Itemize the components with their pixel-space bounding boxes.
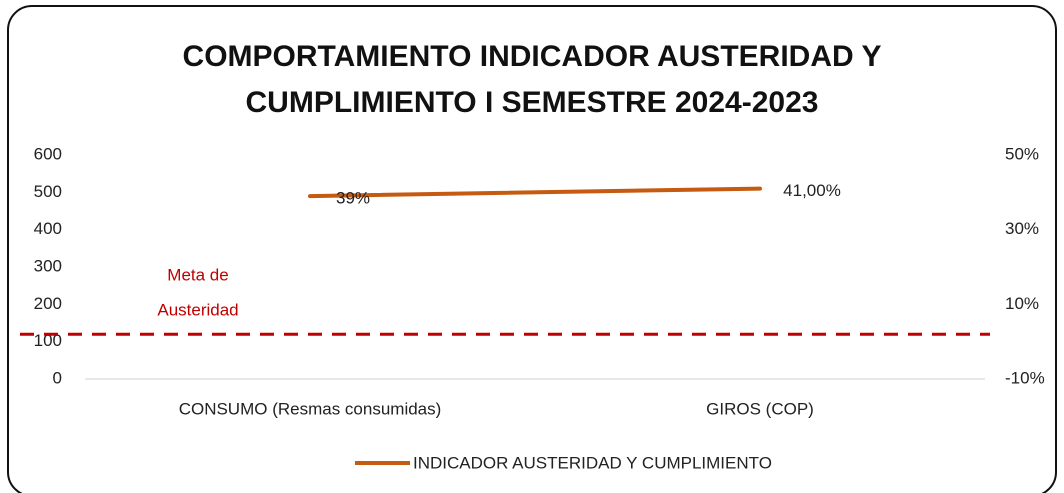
chart-border [7, 5, 1057, 493]
y-tick-label: 500 [34, 182, 62, 201]
y2-tick-label: 30% [1005, 219, 1039, 238]
y2-tick-label: 50% [1005, 144, 1039, 163]
chart-title: CUMPLIMIENTO I SEMESTRE 2024-2023 [246, 86, 819, 119]
annotation-label: Austeridad [157, 300, 238, 319]
y2-tick-label: -10% [1005, 368, 1045, 387]
x-tick-label: CONSUMO (Resmas consumidas) [179, 399, 442, 418]
y2-tick-label: 10% [1005, 294, 1039, 313]
annotation-label: Meta de [167, 265, 228, 284]
chart-title: COMPORTAMIENTO INDICADOR AUSTERIDAD Y [183, 40, 882, 73]
x-tick-label: GIROS (COP) [706, 399, 814, 418]
legend-label: INDICADOR AUSTERIDAD Y CUMPLIMIENTO [413, 453, 772, 472]
data-label: 41,00% [783, 181, 841, 200]
y-tick-label: 400 [34, 219, 62, 238]
y-tick-label: 0 [53, 368, 62, 387]
y-tick-label: 300 [34, 256, 62, 275]
data-label: 39% [336, 189, 370, 208]
y-tick-label: 100 [34, 331, 62, 350]
y-tick-label: 200 [34, 294, 62, 313]
y-tick-label: 600 [34, 144, 62, 163]
series-line [308, 186, 762, 199]
